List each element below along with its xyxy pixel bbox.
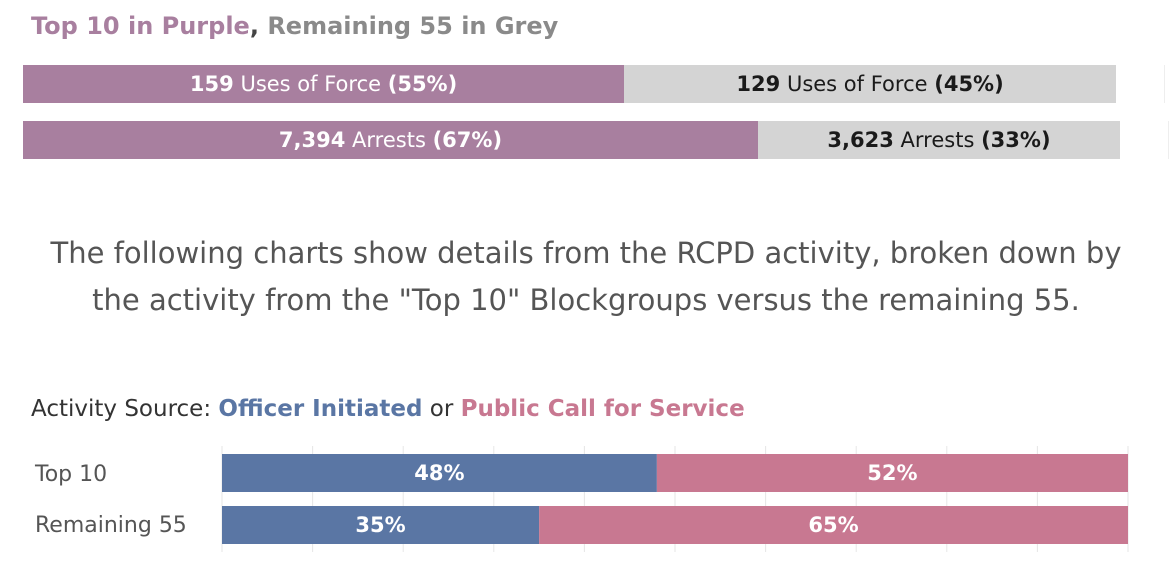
- seg-count: 7,394: [278, 128, 346, 152]
- bar-edge-line: [1168, 121, 1169, 159]
- uses-of-force-remaining-segment[interactable]: 129 Uses of Force (45%): [624, 65, 1116, 103]
- seg-text: Arrests: [352, 128, 426, 152]
- uses-of-force-bar: 159 Uses of Force (55%) 129 Uses of Forc…: [23, 65, 1116, 103]
- seg-text: Arrests: [900, 128, 975, 152]
- uses-of-force-top10-segment[interactable]: 159 Uses of Force (55%): [23, 65, 625, 103]
- seg-pct: (33%): [981, 128, 1051, 152]
- header-separator: ,: [249, 12, 259, 40]
- description-line-2: the activity from the "Top 10" Blockgrou…: [92, 283, 1080, 317]
- activity-source-title: Activity Source: Officer Initiated or Pu…: [31, 396, 745, 422]
- activity-title-or: or: [429, 396, 454, 422]
- seg-text: Uses of Force: [786, 72, 928, 96]
- category-label-top10: Top 10: [35, 462, 108, 487]
- category-label-remaining55: Remaining 55: [35, 513, 187, 538]
- seg-count: 129: [736, 72, 781, 96]
- officer-initiated-legend: Officer Initiated: [218, 396, 423, 422]
- bar-segment-officer[interactable]: [222, 506, 540, 544]
- arrests-bar: 7,394 Arrests (67%) 3,623 Arrests (33%): [23, 121, 1120, 159]
- arrests-top10-segment[interactable]: 7,394 Arrests (67%): [23, 121, 758, 159]
- top10-legend-label: Top 10 in Purple: [31, 12, 250, 40]
- bar-segment-officer[interactable]: [222, 454, 657, 492]
- bar-edge-line: [1164, 65, 1165, 103]
- data-label: 65%: [808, 513, 858, 537]
- activity-title-prefix: Activity Source:: [31, 396, 212, 422]
- data-label: 52%: [867, 461, 917, 485]
- arrests-remaining-segment[interactable]: 3,623 Arrests (33%): [757, 121, 1120, 159]
- seg-count: 3,623: [827, 128, 894, 152]
- seg-pct: (45%): [934, 72, 1004, 96]
- bar-segment-public[interactable]: [539, 506, 1128, 544]
- seg-pct: (55%): [387, 72, 458, 96]
- chart-header: Top 10 in Purple, Remaining 55 in Grey: [31, 12, 558, 40]
- seg-count: 159: [189, 72, 234, 96]
- description-paragraph: The following charts show details from t…: [0, 230, 1172, 324]
- description-line-1: The following charts show details from t…: [50, 236, 1122, 270]
- seg-text: Uses of Force: [240, 72, 382, 96]
- seg-pct: (67%): [432, 128, 503, 152]
- data-label: 35%: [355, 513, 405, 537]
- remaining-legend-label: Remaining 55 in Grey: [267, 12, 559, 40]
- bar-segment-public[interactable]: [656, 454, 1128, 492]
- data-label: 48%: [414, 461, 464, 485]
- public-call-legend: Public Call for Service: [460, 396, 745, 422]
